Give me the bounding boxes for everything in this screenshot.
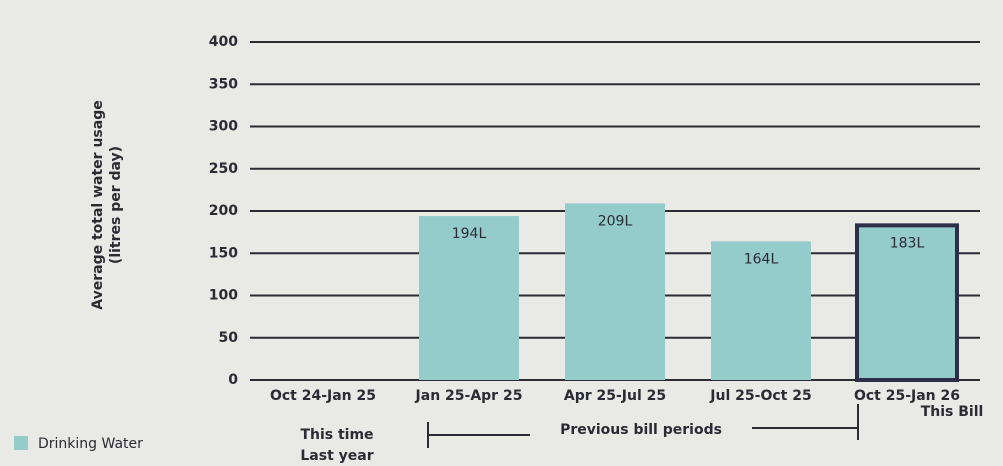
legend-label: Drinking Water: [38, 436, 143, 452]
y-tick-label: 250: [209, 161, 238, 177]
y-tick-label: 400: [209, 34, 238, 50]
annotation: Last year: [300, 448, 373, 464]
value-label: 164L: [744, 251, 779, 267]
legend-swatch: [14, 436, 28, 450]
chart: Average total water usage (litres per da…: [0, 0, 1003, 466]
value-label: 194L: [452, 226, 487, 242]
x-tick-label: Apr 25-Jul 25: [564, 388, 666, 404]
y-tick-label: 200: [209, 203, 238, 219]
page: {"chart_data": {"type": "bar", "ylabel":…: [0, 0, 1003, 466]
value-label: 209L: [598, 213, 633, 229]
x-tick-label: Jul 25-Oct 25: [709, 388, 811, 404]
y-tick-label: 50: [219, 330, 239, 346]
y-tick-label: 300: [209, 119, 238, 135]
annotation: This time: [300, 427, 373, 443]
y-axis-label: (litres per day): [108, 146, 124, 264]
x-tick-label: Jan 25-Apr 25: [415, 388, 523, 404]
x-tick-label: Oct 24-Jan 25: [270, 388, 376, 404]
y-axis-label: Average total water usage: [90, 100, 106, 309]
value-label: 183L: [890, 235, 925, 251]
y-tick-label: 350: [209, 76, 238, 92]
y-tick-label: 100: [209, 288, 238, 304]
annotation: Previous bill periods: [560, 422, 722, 438]
y-tick-label: 150: [209, 245, 238, 261]
y-tick-label: 0: [228, 372, 238, 388]
x-tick-label: Oct 25-Jan 26: [854, 388, 960, 404]
bar: [565, 203, 665, 380]
annotation: This Bill: [921, 404, 984, 420]
